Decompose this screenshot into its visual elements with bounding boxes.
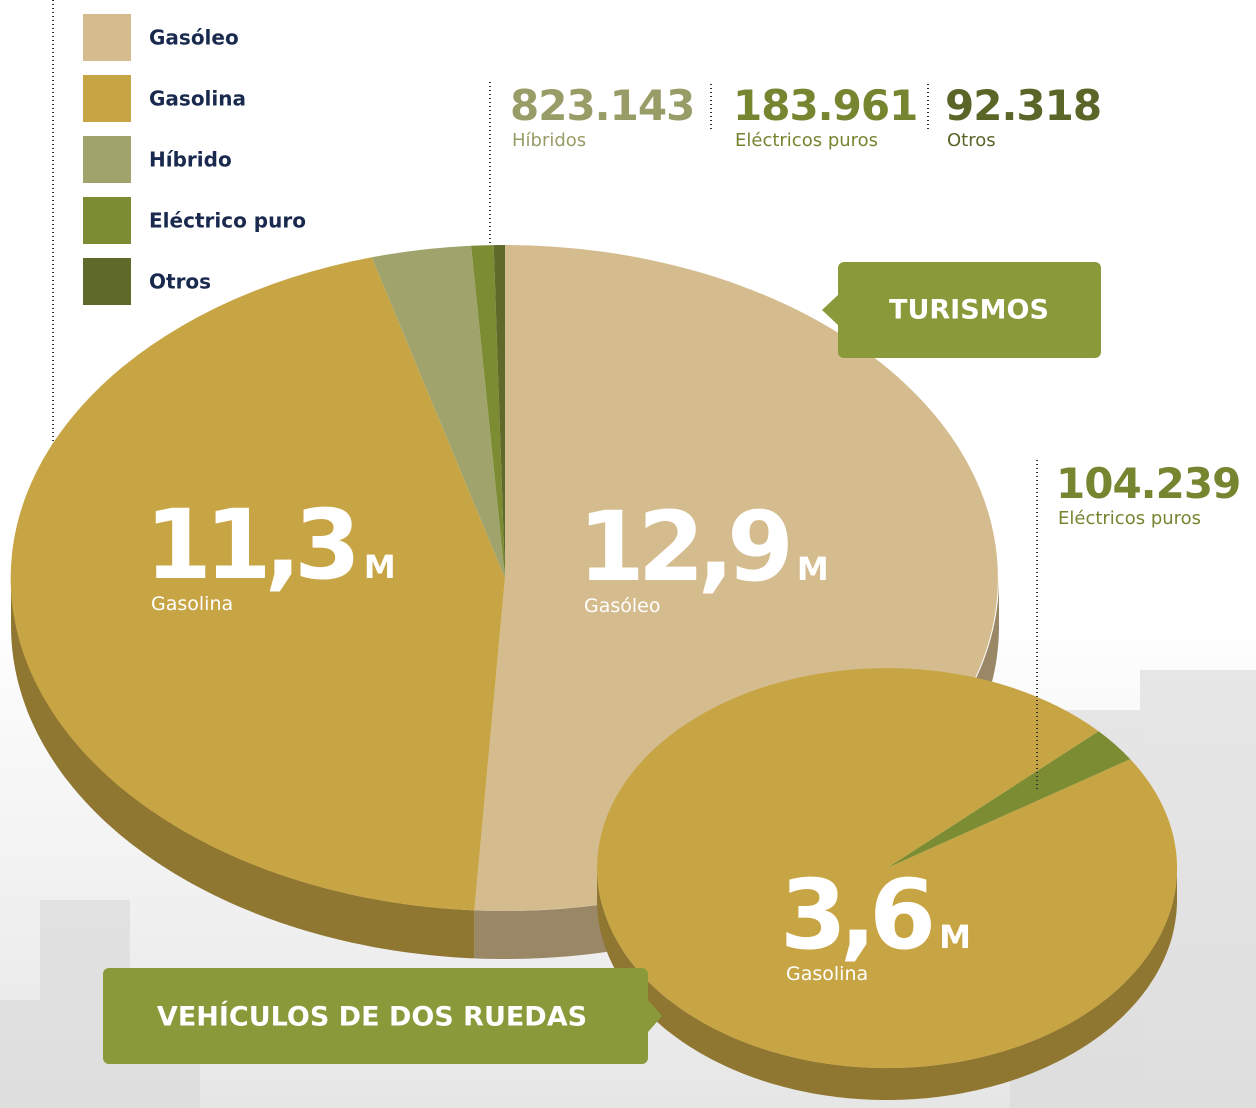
category-label: Otros <box>947 130 996 151</box>
legend-swatch <box>83 75 131 122</box>
category-label: Gasóleo <box>584 595 660 617</box>
value-unit: M <box>364 548 396 586</box>
value-unit: M <box>797 550 829 588</box>
legend-label: Eléctrico puro <box>149 209 306 233</box>
legend-label: Gasolina <box>149 87 246 111</box>
infographic: Gasóleo Gasolina Híbrido Eléctrico puro Otro… <box>0 0 1256 1108</box>
category-label: Híbridos <box>512 130 586 151</box>
legend-label: Otros <box>149 270 211 294</box>
legend-swatch <box>83 258 131 305</box>
legend-label: Híbrido <box>149 148 232 172</box>
value-label: 183.961 <box>733 81 917 130</box>
title-box: VEHÍCULOS DE DOS RUEDAS <box>103 968 662 1064</box>
category-label: Gasolina <box>151 593 233 615</box>
value-unit: M <box>939 918 971 956</box>
category-label: Eléctricos puros <box>1058 508 1201 529</box>
chart-title: TURISMOS <box>889 295 1049 326</box>
value-label: 11,3 <box>145 489 354 601</box>
legend-label: Gasóleo <box>149 26 239 50</box>
value-label: 823.143 <box>510 81 694 130</box>
legend-swatch <box>83 197 131 244</box>
title-box: TURISMOS <box>822 262 1101 358</box>
legend-swatch <box>83 14 131 61</box>
legend-swatch <box>83 136 131 183</box>
value-label: 3,6 <box>780 859 931 971</box>
category-label: Eléctricos puros <box>735 130 878 151</box>
value-label: 92.318 <box>945 81 1101 130</box>
value-label: 12,9 <box>578 491 788 603</box>
category-label: Gasolina <box>786 963 868 985</box>
chart-title: VEHÍCULOS DE DOS RUEDAS <box>157 1001 587 1033</box>
value-label: 104.239 <box>1056 459 1240 508</box>
